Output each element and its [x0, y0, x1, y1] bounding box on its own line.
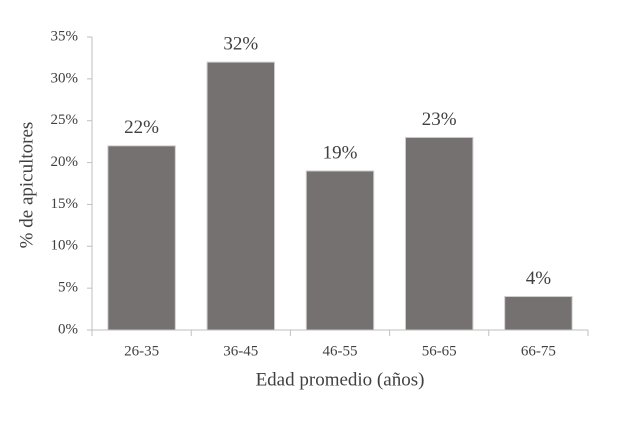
- y-tick-label: 10%: [51, 238, 79, 254]
- data-label: 22%: [124, 117, 159, 138]
- bar: [404, 136, 474, 331]
- x-tick-label: 26-35: [124, 343, 159, 359]
- y-tick-label: 15%: [51, 196, 79, 212]
- x-axis-title: Edad promedio (años): [256, 369, 425, 390]
- data-label: 4%: [526, 268, 552, 289]
- bar: [504, 296, 573, 331]
- data-label: 32%: [223, 33, 258, 54]
- x-tick-label: 46-55: [323, 343, 358, 359]
- x-tick-label: 36-45: [223, 343, 258, 359]
- y-tick-label: 20%: [51, 154, 79, 170]
- bar: [107, 145, 176, 331]
- bar: [206, 61, 276, 331]
- y-tick-label: 0%: [58, 321, 78, 337]
- y-tick-label: 25%: [51, 112, 79, 128]
- x-tick-label: 56-65: [422, 343, 457, 359]
- y-tick-label: 35%: [51, 28, 79, 44]
- x-tick-label: 66-75: [521, 343, 556, 359]
- y-tick-label: 5%: [58, 280, 78, 296]
- y-tick-label: 30%: [51, 70, 79, 86]
- y-axis-title: % de apicultores: [16, 122, 37, 249]
- bar: [305, 170, 375, 331]
- data-label: 19%: [323, 142, 358, 163]
- data-label: 23%: [422, 109, 457, 130]
